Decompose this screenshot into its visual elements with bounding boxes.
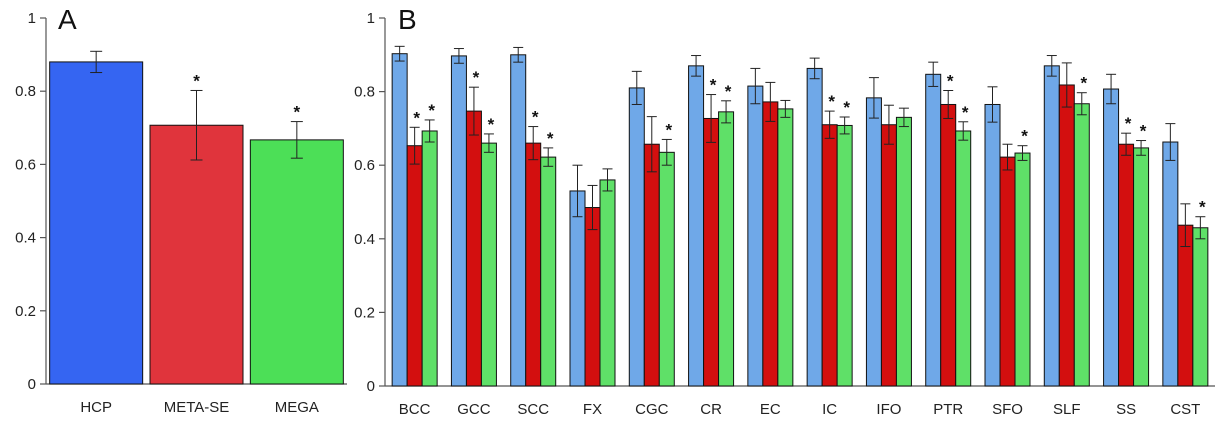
- bar-ic-series-3: [836, 124, 853, 387]
- bar-gcc-series-3: [480, 142, 497, 387]
- significance-marker: *: [294, 103, 301, 122]
- significance-marker: *: [725, 82, 732, 101]
- bar-scc-series-3: [540, 156, 557, 387]
- bar-ptr-series-3: [955, 130, 972, 387]
- bar-gcc-series-2: [465, 110, 482, 387]
- x-tick-label: SS: [1116, 401, 1136, 418]
- bar-fx-series-3: [599, 179, 616, 387]
- bar-ec-series-1: [747, 85, 764, 387]
- significance-marker: *: [1140, 122, 1147, 141]
- y-tick-label: 0.8: [354, 84, 375, 101]
- bar-ss-series-2: [1118, 143, 1135, 387]
- bar-ptr-series-1: [925, 73, 942, 387]
- bar-cr-series-2: [703, 117, 720, 387]
- bar-cst-series-3: [1192, 227, 1209, 387]
- bar-slf-series-1: [1043, 65, 1060, 387]
- bar-ic-series-2: [821, 124, 838, 387]
- bar-cgc-series-2: [643, 143, 660, 387]
- bar-bcc-series-1: [391, 53, 408, 387]
- x-tick-label: CR: [700, 401, 722, 418]
- bar-ifo-series-3: [895, 116, 912, 387]
- panel-a-chart: A 0 0.2 0.4 0.6 0.8 1 HCP * META-SE * MEGA: [15, 4, 347, 416]
- x-tick-label: SFO: [992, 401, 1023, 418]
- bar-cr-series-1: [688, 65, 705, 387]
- bar-ptr-series-2: [940, 103, 957, 387]
- bar-fx-series-2: [584, 207, 601, 387]
- significance-marker: *: [193, 71, 200, 90]
- bar-hcp: [49, 61, 144, 385]
- bar-sfo-series-1: [984, 103, 1001, 387]
- x-tick-label: CGC: [635, 401, 669, 418]
- y-tick-label: 0.8: [15, 83, 36, 100]
- x-tick-label: SCC: [517, 401, 549, 418]
- y-tick-label: 0.2: [354, 304, 375, 321]
- x-tick-label: PTR: [933, 401, 963, 418]
- bar-slf-series-2: [1058, 84, 1075, 387]
- y-tick-label: 0.4: [354, 231, 375, 248]
- x-tick-label: SLF: [1053, 401, 1081, 418]
- y-tick-label: 0.4: [15, 230, 36, 247]
- x-tick-label: MEGA: [275, 399, 319, 416]
- x-tick-label: EC: [760, 401, 781, 418]
- panel-b-label: B: [398, 4, 417, 35]
- significance-marker: *: [1125, 114, 1132, 133]
- significance-marker: *: [1021, 127, 1028, 146]
- x-tick-label: FX: [583, 401, 602, 418]
- significance-marker: *: [843, 98, 850, 117]
- bar-sfo-series-2: [999, 156, 1016, 387]
- significance-marker: *: [1199, 198, 1206, 217]
- significance-marker: *: [428, 101, 435, 120]
- significance-marker: *: [532, 108, 539, 127]
- significance-marker: *: [665, 120, 672, 139]
- x-tick-label: GCC: [457, 401, 491, 418]
- bar-bcc-series-3: [421, 130, 438, 387]
- bar-slf-series-3: [1073, 103, 1090, 387]
- bar-scc-series-2: [525, 142, 542, 387]
- bar-cgc-series-3: [658, 151, 675, 387]
- x-tick-label: CST: [1170, 401, 1200, 418]
- x-tick-label: META-SE: [164, 399, 230, 416]
- x-tick-label: IFO: [876, 401, 901, 418]
- y-tick-label: 0: [367, 378, 375, 395]
- bar-bcc-series-2: [406, 145, 423, 387]
- panel-b-chart: B 0 0.2 0.4 0.6 0.8 1 * * BCC * * GCC * * SCC FX * CGC * * C…: [354, 4, 1215, 418]
- bar-ec-series-2: [762, 101, 779, 387]
- significance-marker: *: [473, 68, 480, 87]
- y-tick-label: 1: [367, 10, 375, 27]
- x-tick-label: BCC: [399, 401, 431, 418]
- bar-ifo-series-2: [880, 124, 897, 387]
- bar-fx-series-1: [569, 190, 586, 387]
- bar-ec-series-3: [777, 108, 794, 387]
- y-tick-label: 0.6: [354, 157, 375, 174]
- bar-ic-series-1: [806, 67, 823, 387]
- y-tick-label: 0: [28, 376, 36, 393]
- x-tick-label: HCP: [80, 399, 112, 416]
- y-tick-label: 0.2: [15, 303, 36, 320]
- significance-marker: *: [947, 71, 954, 90]
- bar-ifo-series-1: [865, 97, 882, 387]
- y-tick-label: 0.6: [15, 156, 36, 173]
- bar-mega: [249, 139, 344, 385]
- significance-marker: *: [1080, 74, 1087, 93]
- bar-sfo-series-3: [1014, 152, 1031, 387]
- panel-a-label: A: [58, 4, 77, 35]
- bar-cr-series-3: [718, 111, 735, 387]
- bar-ss-series-3: [1133, 147, 1150, 387]
- y-tick-label: 1: [28, 10, 36, 27]
- significance-marker: *: [962, 103, 969, 122]
- significance-marker: *: [488, 115, 495, 134]
- bar-scc-series-1: [510, 54, 527, 387]
- significance-marker: *: [547, 129, 554, 148]
- significance-marker: *: [710, 76, 717, 95]
- bar-gcc-series-1: [450, 55, 467, 387]
- x-tick-label: IC: [822, 401, 837, 418]
- bar-cgc-series-1: [628, 87, 645, 387]
- significance-marker: *: [828, 92, 835, 111]
- bar-meta-se: [149, 124, 244, 385]
- significance-marker: *: [413, 108, 420, 127]
- bar-cst-series-1: [1162, 141, 1179, 387]
- bar-ss-series-1: [1103, 88, 1120, 387]
- bar-cst-series-2: [1177, 224, 1194, 387]
